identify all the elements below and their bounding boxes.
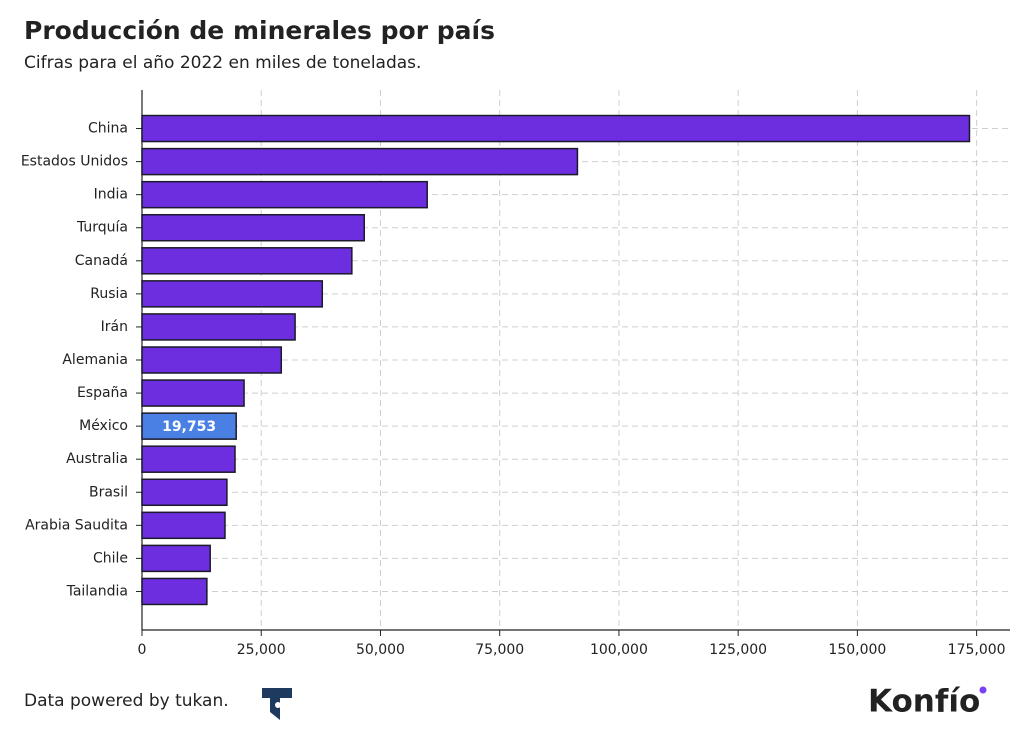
y-tick-label: Chile: [93, 550, 128, 566]
y-tick-label: Brasil: [89, 484, 128, 500]
bar: [141, 147, 579, 176]
value-label: 19,753: [162, 419, 216, 435]
x-tick-label: 25,000: [237, 642, 286, 658]
x-tick-label: 50,000: [356, 642, 405, 658]
y-tick-label: Tailandia: [66, 583, 128, 599]
bar: [141, 247, 353, 275]
bar: [141, 577, 208, 606]
bar: [141, 412, 237, 440]
bar: [141, 445, 236, 473]
bar: [141, 213, 365, 242]
x-tick-label: 0: [138, 642, 147, 658]
bar: [141, 313, 296, 341]
y-tick-label: Arabia Saudita: [25, 517, 128, 533]
y-tick-label: India: [94, 187, 128, 203]
y-tick-label: Australia: [66, 451, 128, 467]
bar: [141, 478, 228, 507]
x-tick-label: 175,000: [948, 642, 1006, 658]
x-tick-label: 75,000: [475, 642, 524, 658]
tukan-logo: [262, 688, 292, 720]
bar: [141, 180, 428, 209]
brand-logo: Konfío: [868, 684, 980, 720]
bar: [141, 346, 283, 374]
brand-dot: [979, 686, 987, 694]
bar: [141, 114, 971, 143]
y-tick-label: Alemania: [62, 352, 128, 368]
y-tick-label: Irán: [101, 319, 128, 335]
chart-title: Producción de minerales por país: [24, 16, 495, 45]
x-tick-label: 100,000: [590, 642, 648, 658]
x-tick-label: 150,000: [828, 642, 886, 658]
x-tick-label: 125,000: [709, 642, 767, 658]
y-tick-label: Turquía: [76, 220, 128, 236]
chart-subtitle: Cifras para el año 2022 en miles de tone…: [24, 53, 421, 73]
bar: [141, 511, 226, 540]
bar: [141, 280, 324, 308]
y-tick-label: Rusia: [90, 286, 128, 302]
y-tick-label: España: [77, 385, 128, 401]
bar: [141, 544, 211, 573]
y-tick-label: China: [88, 121, 128, 137]
y-tick-label: Canadá: [75, 253, 128, 269]
y-tick-label: México: [79, 418, 128, 434]
y-tick-label: Estados Unidos: [21, 154, 128, 170]
bar: [141, 379, 245, 407]
source-note: Data powered by tukan.: [24, 691, 229, 711]
